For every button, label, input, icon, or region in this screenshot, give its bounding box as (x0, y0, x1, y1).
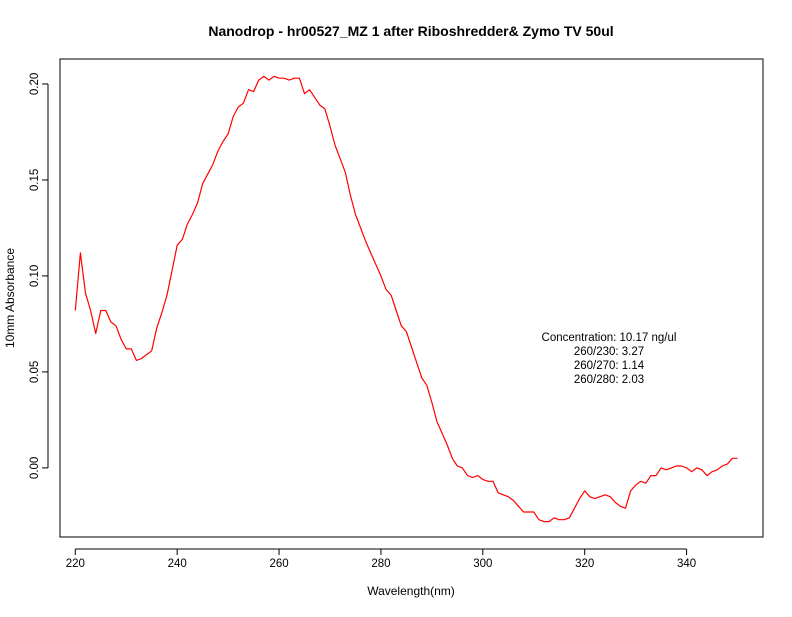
annotation-ratio-260-280: 260/280: 2.03 (574, 374, 644, 386)
x-tick-label: 340 (677, 558, 696, 570)
x-tick-label: 280 (371, 558, 390, 570)
annotation-ratio-260-230: 260/230: 3.27 (574, 346, 644, 358)
x-tick-label: 240 (168, 558, 187, 570)
annotation-block: Concentration: 10.17 ng/ul 260/230: 3.27… (542, 332, 677, 386)
y-axis: 0.00 0.05 0.10 0.15 0.20 (29, 73, 49, 479)
plot-area-frame (59, 58, 764, 538)
annotation-ratio-260-270: 260/270: 1.14 (574, 360, 645, 372)
x-tick-label: 320 (575, 558, 594, 570)
x-tick-label: 260 (269, 558, 288, 570)
x-axis: 220 240 260 280 300 320 340 (66, 548, 696, 570)
chart-title: Nanodrop - hr00527_MZ 1 after Riboshredd… (208, 23, 613, 39)
absorbance-series-line (74, 75, 738, 523)
series-layer (74, 75, 738, 523)
x-axis-label: Wavelength(nm) (367, 584, 455, 598)
y-tick-label: 0.20 (29, 73, 41, 95)
y-tick-label: 0.00 (29, 457, 41, 479)
y-tick-label: 0.15 (29, 169, 41, 191)
annotation-concentration: Concentration: 10.17 ng/ul (542, 332, 677, 344)
y-tick-label: 0.10 (29, 265, 41, 287)
y-tick-label: 0.05 (29, 361, 41, 383)
y-axis-label: 10mm Absorbance (3, 248, 17, 348)
x-tick-label: 220 (66, 558, 85, 570)
x-tick-label: 300 (473, 558, 492, 570)
